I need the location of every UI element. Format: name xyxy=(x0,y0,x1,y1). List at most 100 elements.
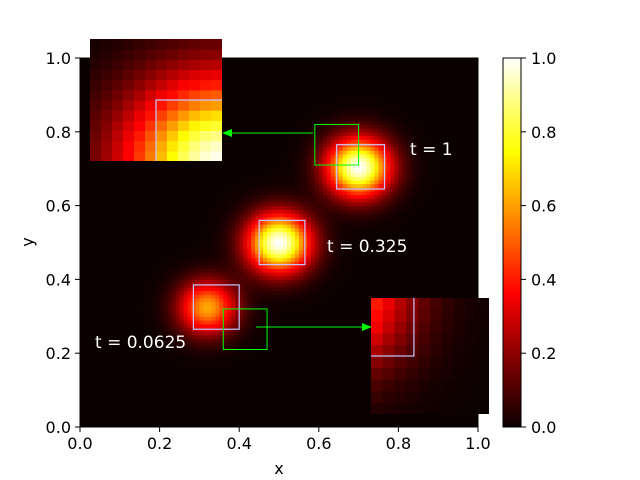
heatmap-cell xyxy=(255,253,260,258)
heatmap-cell xyxy=(394,242,399,247)
heatmap-cell xyxy=(223,308,228,314)
heatmap-cell xyxy=(390,249,396,255)
heatmap-cell xyxy=(99,246,105,251)
heatmap-cell xyxy=(275,272,280,277)
heatmap-cell xyxy=(259,375,264,380)
heatmap-cell xyxy=(227,264,232,269)
heatmap-cell xyxy=(306,349,312,354)
heatmap-cell xyxy=(99,331,105,336)
heatmap-cell xyxy=(135,345,141,351)
heatmap-cell xyxy=(223,260,228,266)
heatmap-cell xyxy=(123,356,129,362)
heatmap-cell xyxy=(326,327,332,332)
heatmap-cell xyxy=(235,275,240,280)
heatmap-cell xyxy=(231,308,236,314)
heatmap-cell xyxy=(95,268,101,273)
heatmap-cell xyxy=(275,308,280,314)
heatmap-cell xyxy=(207,404,212,410)
heatmap-cell xyxy=(155,412,161,417)
heatmap-cell xyxy=(231,408,236,413)
heatmap-cell xyxy=(294,382,300,388)
heatmap-cell xyxy=(326,367,332,373)
heatmap-cell xyxy=(247,279,252,284)
heatmap-cell xyxy=(394,264,399,269)
heatmap-cell xyxy=(139,419,145,424)
heatmap-cell xyxy=(247,404,252,410)
heatmap-cell xyxy=(227,286,232,292)
heatmap-cell xyxy=(434,286,439,292)
heatmap-cell xyxy=(155,294,161,299)
heatmap-cell xyxy=(119,379,125,384)
heatmap-cell xyxy=(175,272,181,277)
heatmap-cell xyxy=(139,260,145,266)
heatmap-cell xyxy=(406,257,411,262)
heatmap-cell xyxy=(470,257,475,262)
heatmap-cell xyxy=(147,327,153,332)
heatmap-cell xyxy=(91,286,97,292)
heatmap-cell xyxy=(219,423,224,427)
heatmap-cell xyxy=(263,316,268,321)
heatmap-cell xyxy=(211,367,216,373)
heatmap-cell xyxy=(231,290,236,295)
heatmap-cell xyxy=(87,397,93,402)
heatmap-cell xyxy=(279,360,284,365)
heatmap-cell xyxy=(470,283,475,288)
heatmap-cell xyxy=(251,342,256,347)
heatmap-cell xyxy=(398,415,403,421)
heatmap-cell xyxy=(286,379,292,384)
heatmap-cell xyxy=(223,423,228,427)
heatmap-cell xyxy=(334,342,340,347)
heatmap-cell xyxy=(334,353,340,358)
heatmap-cell xyxy=(111,290,117,295)
heatmap-cell xyxy=(322,294,328,299)
heatmap-cell xyxy=(330,260,336,266)
heatmap-cell xyxy=(215,319,220,325)
heatmap-cell xyxy=(350,249,356,255)
heatmap-cell xyxy=(80,379,85,384)
heatmap-cell xyxy=(306,301,312,306)
heatmap-cell xyxy=(290,386,296,391)
heatmap-cell xyxy=(119,423,125,427)
heatmap-cell xyxy=(247,334,252,340)
heatmap-cell xyxy=(306,327,312,332)
heatmap-cell xyxy=(318,275,324,280)
heatmap-cell xyxy=(227,371,232,376)
heatmap-cell xyxy=(103,364,109,369)
heatmap-cell xyxy=(298,353,304,358)
heatmap-cell xyxy=(143,246,149,251)
heatmap-cell xyxy=(394,419,399,424)
heatmap-cell xyxy=(223,356,228,362)
heatmap-cell xyxy=(298,334,304,340)
heatmap-cell xyxy=(203,308,208,314)
heatmap-cell xyxy=(294,345,300,351)
heatmap-cell xyxy=(183,393,189,399)
heatmap-cell xyxy=(203,264,208,269)
heatmap-cell xyxy=(318,379,324,384)
heatmap-cell xyxy=(83,393,89,399)
heatmap-cell xyxy=(235,257,240,262)
heatmap-cell xyxy=(91,331,97,336)
heatmap-cell xyxy=(163,393,169,399)
heatmap-cell xyxy=(418,412,423,417)
heatmap-cell xyxy=(139,286,145,292)
heatmap-cell xyxy=(203,301,208,306)
heatmap-cell xyxy=(127,364,133,369)
heatmap-cell xyxy=(386,290,392,295)
heatmap-cell xyxy=(80,257,85,262)
heatmap-cell xyxy=(119,290,125,295)
heatmap-cell xyxy=(231,319,236,325)
heatmap-cell xyxy=(119,412,125,417)
heatmap-cell xyxy=(207,345,212,351)
heatmap-cell xyxy=(422,253,427,258)
heatmap-cell xyxy=(163,294,169,299)
heatmap-cell xyxy=(87,283,93,288)
heatmap-cell xyxy=(426,286,431,292)
heatmap-cell xyxy=(147,401,153,406)
heatmap-cell xyxy=(306,279,312,284)
heatmap-cell xyxy=(466,246,471,251)
heatmap-cell xyxy=(163,272,169,277)
heatmap-cell xyxy=(394,290,399,295)
heatmap-cell xyxy=(179,253,185,258)
heatmap-cell xyxy=(239,294,244,299)
heatmap-cell xyxy=(334,264,340,269)
